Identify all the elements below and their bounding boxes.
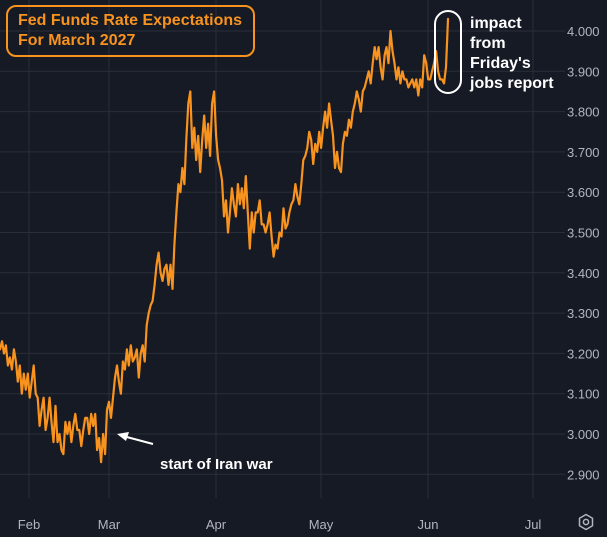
y-tick-label: 3.000 [567, 427, 600, 442]
y-tick-label: 3.600 [567, 185, 600, 200]
y-tick-label: 3.300 [567, 306, 600, 321]
y-tick-label: 3.100 [567, 387, 600, 402]
y-tick-label: 3.200 [567, 346, 600, 361]
series-line [0, 17, 450, 464]
annotation-impact-line: jobs report [469, 75, 554, 92]
y-tick-label: 4.000 [567, 24, 600, 39]
annotation-arrow [122, 435, 154, 445]
x-tick-label: Jul [525, 517, 542, 532]
y-tick-label: 3.400 [567, 266, 600, 281]
annotation-start-war: start of Iran war [160, 456, 273, 473]
annotation-highlight-oval [434, 10, 462, 94]
x-tick-label: Apr [206, 517, 227, 532]
annotation-arrowhead [117, 432, 129, 441]
x-tick-label: Feb [18, 517, 40, 532]
y-tick-label: 3.800 [567, 105, 600, 120]
y-tick-label: 3.500 [567, 226, 600, 241]
settings-gear-icon[interactable] [577, 513, 595, 531]
y-tick-label: 3.700 [567, 145, 600, 160]
chart-title-box: Fed Funds Rate Expectations For March 20… [6, 5, 255, 57]
y-tick-label: 2.900 [567, 467, 600, 482]
chart-subtitle: For March 2027 [18, 32, 136, 49]
chart-title: Fed Funds Rate Expectations [18, 12, 243, 29]
annotation-impact-line: from [470, 35, 506, 52]
annotation-impact-line: impact [470, 15, 522, 32]
y-tick-label: 3.900 [567, 64, 600, 79]
annotation-impact-line: Friday's [470, 55, 531, 72]
x-tick-label: May [309, 517, 334, 532]
x-tick-label: Mar [98, 517, 121, 532]
x-tick-label: Jun [418, 517, 439, 532]
